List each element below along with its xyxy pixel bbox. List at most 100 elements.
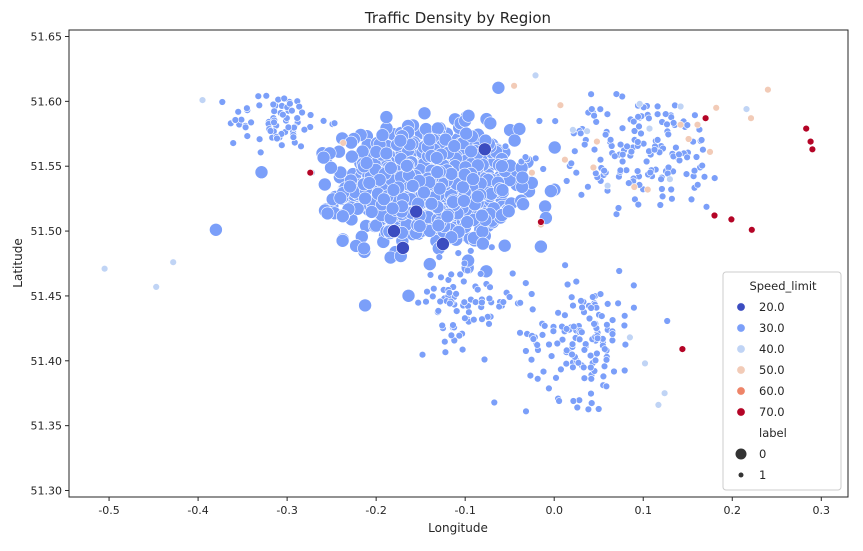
data-point [270,118,278,127]
legend-label: 40.0 [759,342,785,356]
data-point [460,215,475,229]
data-point [438,321,446,330]
data-point [658,185,666,193]
data-point [557,365,565,374]
data-point [255,101,263,110]
data-point [507,133,522,148]
data-point [587,304,595,312]
data-point [209,223,223,237]
data-point [317,177,332,192]
data-point [516,299,524,307]
data-point [571,147,579,155]
legend-label: 70.0 [759,405,785,419]
data-point [562,346,571,355]
data-point [693,120,702,129]
data-point [637,129,645,138]
data-point [691,111,699,119]
data-point [545,340,553,349]
data-point [358,298,372,313]
data-point [198,96,207,104]
legend-marker [736,407,746,417]
data-point [516,197,530,211]
data-point [570,322,578,331]
data-point [608,330,617,338]
data-point [630,183,638,191]
data-point [486,283,494,291]
points-layer [100,71,817,415]
legend-size-title: label [759,426,787,440]
legend-marker [736,365,746,375]
data-point [567,159,575,168]
data-point [515,170,530,185]
data-point [461,314,469,322]
data-point [697,136,706,144]
data-point [590,320,598,328]
legend-marker [738,472,744,478]
data-point [556,101,565,109]
data-point [563,280,572,289]
data-point [422,257,437,271]
data-point [602,356,611,364]
data-point [684,135,693,143]
data-point [573,403,581,412]
data-point [612,210,621,218]
data-point [466,172,480,186]
data-point [269,100,277,109]
data-point [417,106,432,121]
data-point [510,82,518,90]
data-point [343,179,357,194]
data-point [396,241,410,255]
data-point [447,139,462,153]
data-point [587,399,596,407]
data-point [454,249,462,257]
data-point [522,347,530,355]
data-point [584,405,593,413]
legend-label: 60.0 [759,384,785,398]
data-point [666,175,674,183]
data-point [364,205,379,219]
data-point [591,356,600,365]
data-point [635,122,643,131]
data-point [683,153,691,162]
data-point [429,151,444,165]
data-point [675,150,683,159]
data-point [465,308,473,316]
data-point [478,315,486,323]
data-point [654,401,663,409]
x-tick-label: 0.2 [724,504,742,517]
data-point [692,153,701,161]
data-point [683,121,691,129]
data-point [576,129,585,138]
data-point [488,243,496,251]
data-point [386,183,401,197]
data-point [288,106,296,115]
data-point [298,108,306,117]
data-point [547,140,562,155]
data-point [698,161,706,170]
data-point [527,356,536,364]
data-point [594,405,603,413]
data-point [653,110,662,118]
data-point [475,224,490,239]
data-point [635,100,644,108]
y-tick-label: 51.55 [31,160,63,173]
data-point [568,340,577,348]
data-point [603,182,612,190]
data-point [710,211,719,220]
data-point [615,267,623,275]
data-point [590,111,598,120]
data-point [575,335,584,344]
data-point [266,127,275,135]
data-point [658,192,667,201]
data-point [634,113,642,121]
data-point [280,94,288,103]
data-point [319,117,328,125]
data-point [516,329,524,337]
x-tick-label: -0.2 [365,504,386,517]
data-point [445,289,453,297]
data-point [610,367,618,376]
data-point [526,371,535,380]
data-point [630,127,639,135]
data-point [464,144,478,159]
legend-marker [736,323,746,333]
